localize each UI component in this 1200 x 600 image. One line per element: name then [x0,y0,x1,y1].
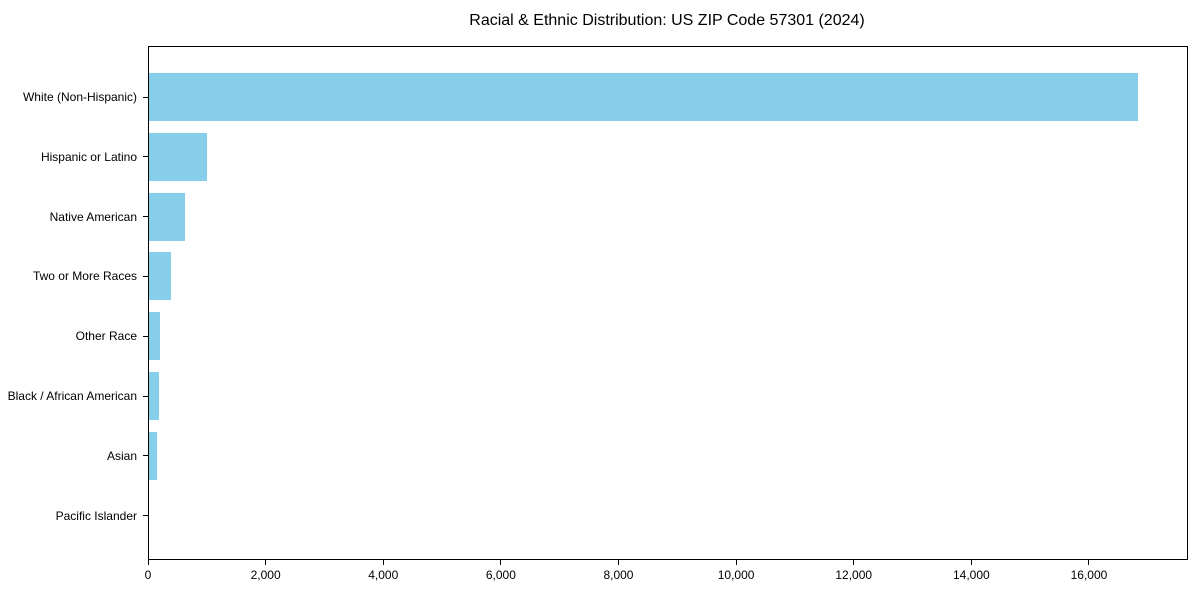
x-tick-mark [853,560,855,565]
x-tick-label: 0 [144,568,152,582]
bar [149,372,159,420]
x-tick-mark [147,560,149,565]
y-tick-mark [143,455,148,457]
bar [149,73,1138,121]
bar [149,431,158,480]
x-tick-label: 4,000 [368,568,399,582]
y-tick-mark [143,216,148,218]
x-tick-label: 14,000 [952,568,990,582]
y-tick-label: White (Non-Hispanic) [22,90,137,104]
y-tick-label: Pacific Islander [55,508,137,523]
bar [149,312,160,361]
bar [149,192,186,241]
y-tick-mark [143,156,148,158]
x-tick-label: 2,000 [250,568,281,582]
y-tick-label: Other Race [75,329,137,344]
x-tick-label: 10,000 [717,568,755,582]
y-tick-label: Asian [106,448,137,463]
x-tick-mark [500,560,502,565]
y-tick-mark [143,335,148,337]
y-tick-label: Black / African American [7,389,137,403]
x-tick-mark [735,560,737,565]
plot-area [148,46,1188,560]
y-tick-mark [143,96,148,98]
x-tick-label: 6,000 [485,568,516,582]
y-tick-mark [143,515,148,517]
y-tick-label: Hispanic or Latino [40,149,137,164]
y-tick-label: Two or More Races [32,269,137,284]
x-tick-mark [970,560,972,565]
y-tick-mark [143,275,148,277]
chart-title: Racial & Ethnic Distribution: US ZIP Cod… [469,12,865,29]
x-tick-label: 16,000 [1070,568,1108,582]
x-tick-mark [382,560,384,565]
x-tick-label: 8,000 [603,568,634,582]
x-tick-mark [265,560,267,565]
y-tick-label: Native American [49,209,137,224]
x-tick-mark [617,560,619,565]
x-tick-mark [1088,560,1090,565]
x-tick-label: 12,000 [835,568,873,582]
bar [149,252,172,301]
bar [149,132,208,181]
y-tick-mark [143,395,148,397]
